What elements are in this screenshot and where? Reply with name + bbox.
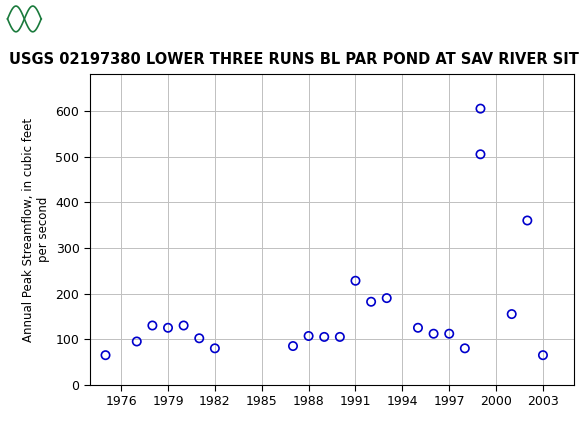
Point (132, 338, 142, 345)
Point (335, 334, 345, 341)
Point (414, 324, 423, 331)
Text: USGS 02197380 LOWER THREE RUNS BL PAR POND AT SAV RIVER SITE, SC: USGS 02197380 LOWER THREE RUNS BL PAR PO… (9, 52, 580, 67)
Point (507, 310, 516, 317)
Point (367, 298, 376, 305)
FancyBboxPatch shape (5, 3, 44, 35)
Point (476, 151, 485, 158)
Text: USGS: USGS (53, 9, 117, 29)
Point (429, 330, 438, 337)
Point (476, 105, 485, 112)
Point (288, 343, 298, 350)
Point (304, 332, 313, 339)
Point (382, 295, 392, 301)
Point (164, 324, 173, 331)
Point (195, 335, 204, 342)
Point (460, 345, 469, 352)
Point (351, 277, 360, 284)
Point (101, 352, 110, 359)
Point (320, 334, 329, 341)
Point (445, 330, 454, 337)
Point (179, 322, 188, 329)
Point (538, 352, 548, 359)
Point (210, 345, 219, 352)
Y-axis label: Annual Peak Streamflow, in cubic feet
per second: Annual Peak Streamflow, in cubic feet pe… (22, 117, 50, 342)
Point (523, 217, 532, 224)
Point (148, 322, 157, 329)
